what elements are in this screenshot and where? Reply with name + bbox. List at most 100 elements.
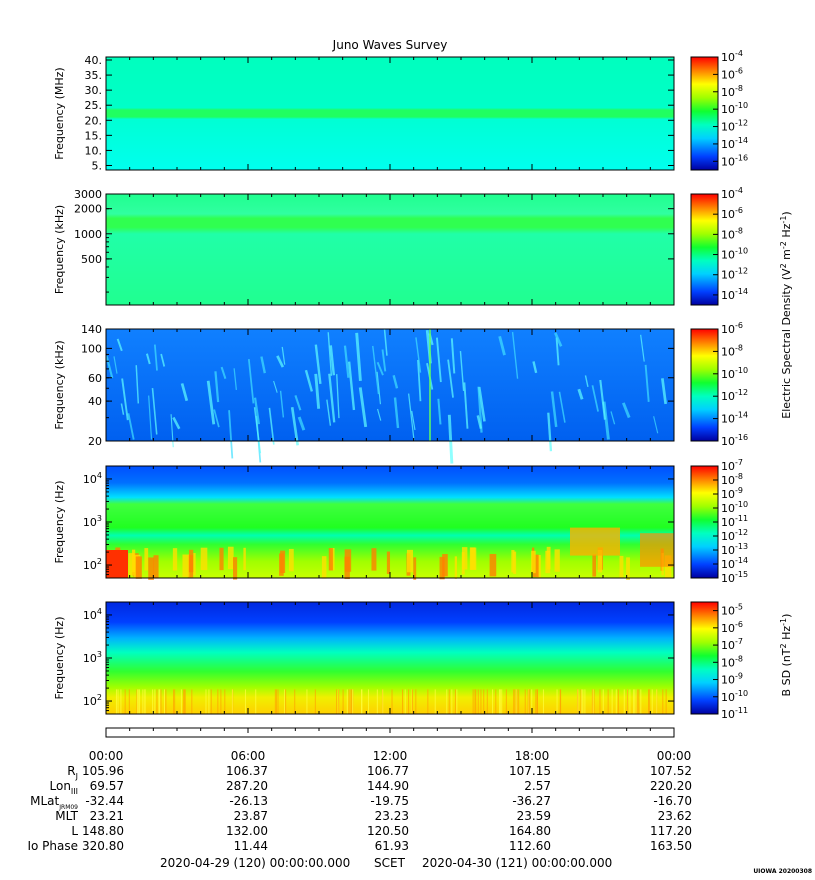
emission-streak <box>105 355 114 379</box>
emission-streak <box>260 356 266 374</box>
ephemeris-value: 107.15 <box>509 764 551 778</box>
emission-burst <box>288 548 294 572</box>
y-tick-label: 15. <box>85 129 103 142</box>
time-tick-label: 12:00 <box>373 749 408 763</box>
y-tick-label: 102 <box>83 693 102 708</box>
ephemeris-value: -26.13 <box>229 794 268 808</box>
emission-streak <box>281 346 286 365</box>
emission-burst <box>280 550 286 574</box>
emission-burst <box>243 547 246 571</box>
emission-streak <box>329 345 336 376</box>
ephemeris-value: 112.60 <box>509 839 551 853</box>
ephemeris-value: 23.23 <box>375 809 409 823</box>
colorbar-tick-label: 10-10 <box>721 500 748 515</box>
y-tick-label: 1000 <box>74 228 102 241</box>
ephemeris-value: 23.21 <box>90 809 124 823</box>
emission-streak <box>358 387 368 428</box>
colorbar-tick-label: 10-9 <box>721 486 743 501</box>
colorbar-tick-label: 10-8 <box>721 84 743 99</box>
emission-streak <box>408 393 415 441</box>
ephemeris-value: 23.87 <box>234 809 268 823</box>
ephemeris-table: RJ 105.96 106.37 106.77 107.15 107.52 LonIII 69… <box>27 764 692 853</box>
colorbar-tick-label: 10-8 <box>721 226 743 241</box>
emission-streak <box>327 332 333 376</box>
y-axis-label: Frequency (kHz) <box>53 340 66 429</box>
emission-streak <box>372 345 380 395</box>
spectrogram-image <box>106 329 674 441</box>
colorbar-tick-label: 10-11 <box>721 706 748 721</box>
emission-streak <box>151 387 158 435</box>
colorbar-tick-label: 10-8 <box>721 343 743 358</box>
emission-streak <box>610 411 616 425</box>
emission-streak <box>415 337 422 373</box>
colorbar-tick-label: 10-5 <box>721 603 743 618</box>
y-tick-label: 103 <box>83 650 102 665</box>
emission-streak <box>160 353 166 367</box>
emission-burst <box>128 553 135 576</box>
emission-burst <box>153 555 159 578</box>
panels: 5. 10. 15. 20. 25. 30. 35. 40. Frequency (MHz) 50… <box>53 54 675 715</box>
emission-streak <box>653 416 659 434</box>
colorbar-tick-label: 10-12 <box>721 267 748 282</box>
colorbar-tick-label: 10-10 <box>721 247 748 262</box>
colorbar-tick-label: 10-6 <box>721 321 743 336</box>
y-tick-label: 35. <box>85 69 103 82</box>
y-tick-label: 60 <box>88 372 102 385</box>
colorbar-tick-label: 10-6 <box>721 620 743 635</box>
emission-streak <box>644 364 650 402</box>
emission-burst <box>626 557 630 580</box>
emission-streak <box>381 349 387 372</box>
emission-burst <box>188 549 194 573</box>
emission-burst <box>386 551 391 574</box>
emission-streak <box>148 395 153 440</box>
emission-streak <box>547 412 553 452</box>
ephemeris-value: 61.93 <box>375 839 409 853</box>
y-axis-label: Frequency (MHz) <box>53 67 66 159</box>
colorbar-tick-label: 10-6 <box>721 206 743 221</box>
y-tick-label: 140 <box>81 323 102 336</box>
emission-streak <box>599 379 606 420</box>
emission-streak <box>253 407 262 454</box>
colorbar-tick-label: 10-10 <box>721 101 748 116</box>
emission-streak <box>602 401 610 440</box>
spectrogram-image <box>106 57 674 170</box>
y-tick-label: 40. <box>85 54 103 67</box>
emission-streak <box>276 355 285 368</box>
ephemeris-value: 287.20 <box>226 779 268 793</box>
colorbar-tick-label: 10-14 <box>721 411 748 426</box>
emission-streak <box>145 353 151 365</box>
emission-burst <box>106 550 128 578</box>
y-tick-label: 104 <box>83 471 102 486</box>
y-tick-label: 500 <box>81 253 102 266</box>
spectrogram-image <box>106 194 674 305</box>
emission-burst <box>640 533 674 567</box>
time-axis: 00:00 06:00 12:00 18:00 00:00 <box>89 727 691 763</box>
colorbar-tick-label: 10-7 <box>721 458 743 473</box>
emission-streak <box>476 415 483 429</box>
spectrogram-panel-4: 102 103 104 Frequency (Hz) <box>53 465 675 580</box>
ephemeris-label: L <box>71 824 78 838</box>
emission-burst <box>344 549 352 572</box>
colorbar-tick-label: 10-14 <box>721 287 748 302</box>
ephemeris-value: 163.50 <box>650 839 692 853</box>
emission-burst <box>532 554 539 578</box>
emission-streak <box>113 356 118 374</box>
ephemeris-value: 164.80 <box>509 824 551 838</box>
emission-burst <box>597 549 603 573</box>
emission-streak <box>314 344 322 385</box>
emission-burst <box>148 557 154 580</box>
emission-streak <box>376 371 382 405</box>
emission-streak <box>314 373 321 409</box>
emission-streak <box>376 361 384 376</box>
ephemeris-label: MLT <box>55 809 78 823</box>
emission-burst <box>536 555 541 578</box>
y-tick-label: 2000 <box>74 203 102 216</box>
emission-streak <box>213 409 220 428</box>
emission-burst <box>513 551 517 575</box>
spectrogram-panel-1: 5. 10. 15. 20. 25. 30. 35. 40. Frequency (MHz) <box>53 54 675 172</box>
ephemeris-label: RJ <box>67 764 78 781</box>
colorbar-gradient <box>690 601 719 715</box>
colorbar-tick-label: 10-14 <box>721 136 748 151</box>
emission-streak <box>172 416 181 430</box>
emission-streak <box>326 399 332 426</box>
